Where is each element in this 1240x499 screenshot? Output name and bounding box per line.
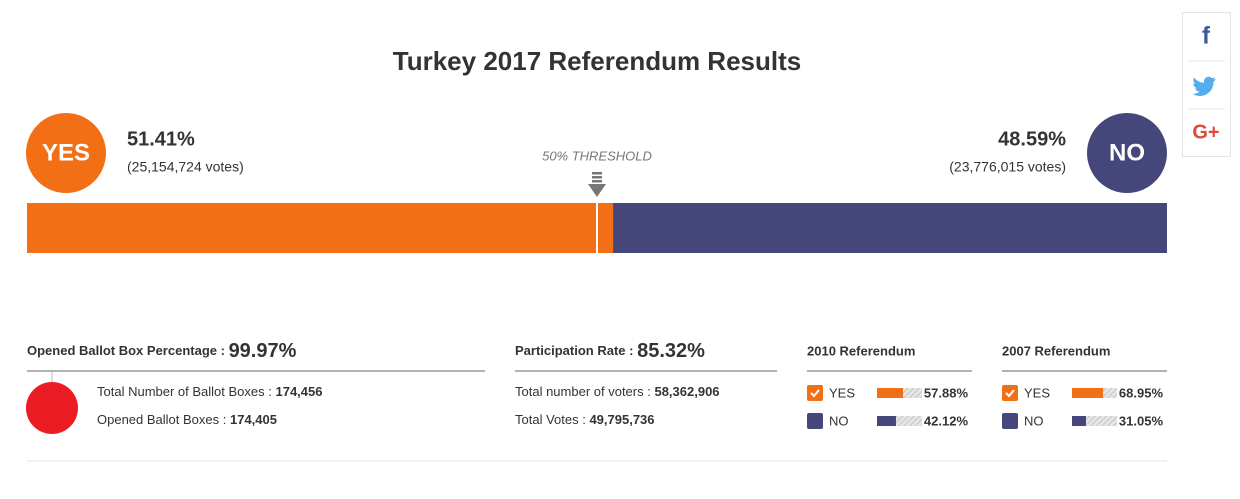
referendum-title: 2007 Referendum [1002, 343, 1110, 358]
checkbox [807, 413, 823, 429]
ballot-label: Opened Ballot Box Percentage : [27, 343, 225, 358]
participation-label: Participation Rate : [515, 343, 633, 358]
no-badge [1087, 113, 1167, 193]
voters-value: 58,362,906 [654, 384, 719, 399]
bar-track [1072, 416, 1117, 426]
row-label: YES [1024, 385, 1050, 400]
mini-bar [1072, 416, 1086, 426]
participation: Participation Rate : 85.32% Total number… [515, 340, 777, 427]
checkbox [1002, 385, 1018, 401]
votes: Total Votes : 49,795,736 [515, 412, 655, 427]
threshold-label: 50% THRESHOLD [542, 148, 652, 163]
ballot-dot [26, 382, 78, 434]
referendum-title: 2010 Referendum [807, 343, 915, 358]
facebook-button[interactable]: f [1202, 22, 1211, 49]
ballot-boxes: Opened Ballot Box Percentage : 99.97% To… [26, 340, 485, 434]
check-mark [1005, 389, 1015, 398]
voters: Total number of voters : 58,362,906 [515, 384, 720, 399]
no-votes: (23,776,015 votes) [949, 159, 1066, 175]
mini-bar [1072, 388, 1104, 398]
threshold-arrow [592, 180, 602, 183]
row-value: 31.05% [1119, 413, 1164, 428]
ballot-heading: Opened Ballot Box Percentage : 99.97% [27, 340, 297, 362]
threshold-arrow [592, 172, 602, 175]
ballot-percent: 99.97% [229, 340, 297, 362]
no-percent: 48.59% [998, 128, 1066, 150]
threshold-arrow [588, 184, 606, 197]
ballot-total-label: Total Number of Ballot Boxes : [97, 384, 272, 399]
row-label: YES [829, 385, 855, 400]
yes-percent: 51.41% [127, 128, 195, 150]
participation-percent: 85.32% [637, 340, 705, 362]
yes-badge [26, 113, 106, 193]
ballot-total-value: 174,456 [275, 384, 322, 399]
twitter-button[interactable] [1192, 76, 1216, 96]
google-button[interactable]: G+ [1192, 121, 1219, 143]
mini-bar [877, 388, 904, 398]
checkbox [807, 385, 823, 401]
voters-label: Total number of voters : [515, 384, 651, 399]
row-value: 68.95% [1119, 385, 1164, 400]
share-box: f G+ [1182, 12, 1231, 157]
check-mark [810, 389, 820, 398]
bar-track [877, 416, 922, 426]
no-label: NO [1109, 139, 1145, 166]
ballot-total: Total Number of Ballot Boxes : 174,456 [97, 384, 322, 399]
votes-value: 49,795,736 [589, 412, 654, 427]
title: Turkey 2017 Referendum Results [393, 46, 801, 76]
participation-heading: Participation Rate : 85.32% [515, 340, 705, 362]
yes-label: YES [42, 139, 90, 166]
votes-label: Total Votes : [515, 412, 586, 427]
mini-bar [877, 416, 896, 426]
row-label: NO [1024, 413, 1044, 428]
row-label: NO [829, 413, 849, 428]
ballot-opened: Opened Ballot Boxes : 174,405 [97, 412, 277, 427]
yes-votes: (25,154,724 votes) [127, 159, 244, 175]
row-value: 57.88% [924, 385, 969, 400]
checkbox [1002, 413, 1018, 429]
ballot-opened-label: Opened Ballot Boxes : [97, 412, 226, 427]
yes-bar [27, 203, 614, 253]
ballot-opened-value: 174,405 [230, 412, 277, 427]
threshold: 50% THRESHOLD [542, 148, 652, 197]
no-bar [613, 203, 1167, 253]
threshold-arrow [592, 176, 602, 179]
row-value: 42.12% [924, 413, 969, 428]
